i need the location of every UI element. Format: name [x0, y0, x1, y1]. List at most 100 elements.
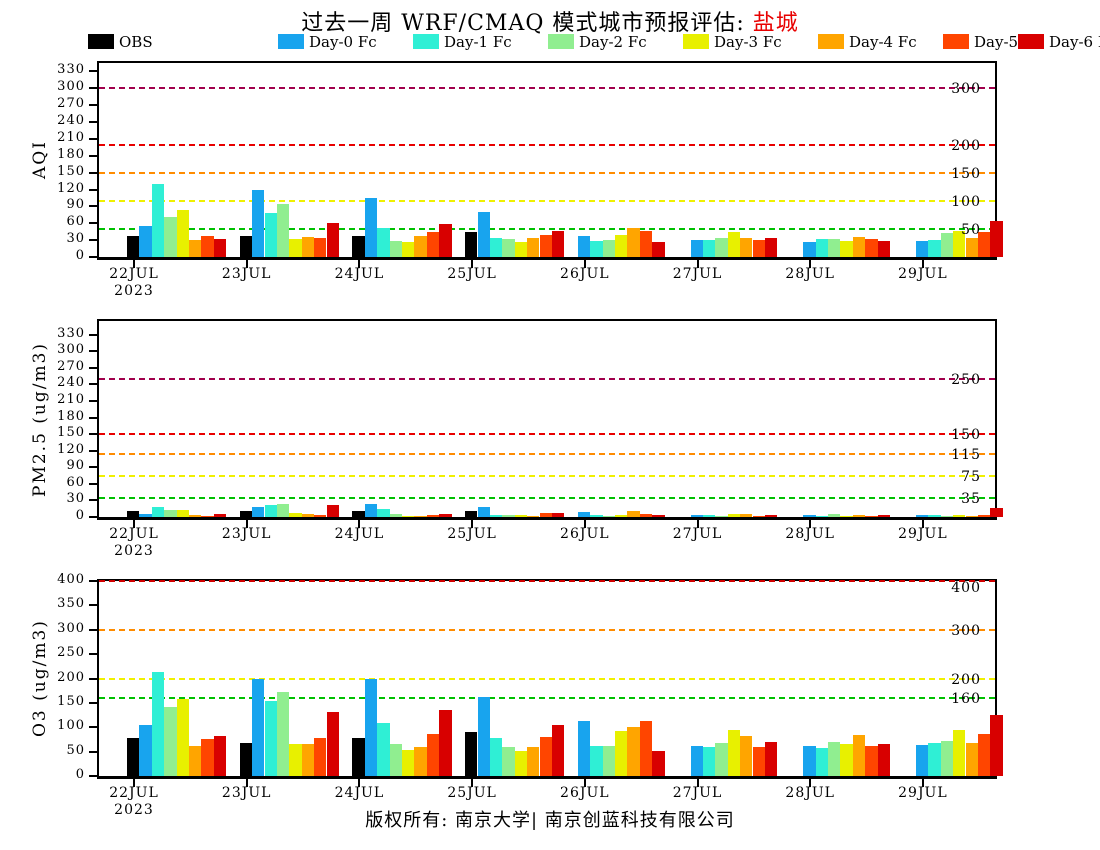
bar-pm25-day-2-fc	[828, 514, 841, 517]
bar-aqi-day-3-fc	[953, 231, 966, 257]
y-tick	[89, 383, 97, 386]
bar-o3-day-4-fc	[414, 746, 427, 776]
bar-o3-day-0-fc	[803, 745, 816, 776]
guide-label-100: 100	[951, 193, 981, 210]
y-tick	[89, 516, 97, 518]
bar-aqi-day-5-fc	[865, 239, 878, 257]
bar-o3-obs	[127, 738, 140, 776]
title-city-name: 盐城	[752, 11, 799, 36]
bar-aqi-day-0-fc	[803, 241, 816, 257]
y-tick	[89, 677, 97, 680]
x-tick	[809, 779, 812, 787]
bar-aqi-day-4-fc	[527, 237, 540, 257]
bar-aqi-day-1-fc	[489, 237, 503, 257]
bar-pm25-day-4-fc	[527, 515, 540, 517]
x-tick	[471, 520, 474, 528]
bar-pm25-day-0-fc	[477, 507, 490, 517]
guide-line-35	[99, 496, 995, 499]
x-tick	[921, 779, 924, 787]
guide-label-160: 160	[951, 691, 981, 707]
y-tick-label: 250	[57, 645, 85, 661]
bar-o3-day-6-fc	[551, 724, 565, 776]
guide-line-100	[99, 199, 995, 202]
bar-pm25-day-2-fc	[389, 513, 402, 517]
bar-o3-day-6-fc	[764, 742, 778, 776]
bar-aqi-day-4-fc	[965, 238, 978, 257]
legend: OBS Day-0 Fc Day-1 Fc Day-2 Fc Day-3 Fc Day-4…	[0, 33, 1100, 55]
bar-o3-day-0-fc	[252, 678, 265, 776]
x-tick-label: 27JUL	[672, 526, 723, 542]
bar-aqi-day-2-fc	[389, 240, 402, 257]
y-tick	[89, 171, 97, 174]
y-tick	[89, 333, 97, 336]
bar-aqi-day-0-fc	[139, 225, 152, 257]
bar-o3-day-4-fc	[189, 745, 202, 776]
bar-aqi-day-6-fc	[551, 230, 565, 257]
y-tick-label: 0	[75, 508, 85, 523]
bar-pm25-day-5-fc	[539, 512, 552, 517]
y-tick	[89, 499, 97, 502]
bar-o3-day-1-fc	[377, 722, 390, 776]
bar-aqi-day-0-fc	[915, 240, 929, 257]
y-tick-label: 240	[57, 375, 85, 391]
x-tick	[245, 520, 248, 528]
y-tick-label: 120	[57, 180, 85, 196]
legend-swatch	[683, 34, 709, 49]
bar-o3-day-3-fc	[840, 744, 853, 776]
y-tick	[89, 466, 97, 469]
guide-label-200: 200	[951, 671, 981, 688]
bar-aqi-day-5-fc	[752, 240, 765, 257]
bar-pm25-day-2-fc	[276, 503, 290, 517]
x-tick-label: 22JUL 2023	[109, 266, 159, 299]
bar-aqi-day-5-fc	[201, 235, 214, 257]
y-tick-label: 350	[57, 596, 85, 612]
bar-o3-day-1-fc	[702, 746, 716, 776]
y-tick-label: 90	[66, 458, 85, 474]
bar-pm25-day-1-fc	[489, 514, 503, 517]
bar-aqi-day-1-fc	[377, 228, 390, 257]
y-axis-title-pm25: PM2.5 (ug/m3)	[30, 341, 50, 497]
bar-pm25-day-5-fc	[977, 515, 991, 517]
y-tick-label: 60	[66, 214, 85, 230]
x-tick-label: 28JUL	[785, 526, 835, 542]
bar-pm25-day-4-fc	[189, 515, 202, 517]
legend-label: Day-6 Fc	[1049, 33, 1100, 51]
bar-o3-day-2-fc	[715, 743, 728, 776]
bar-aqi-day-6-fc	[652, 242, 665, 257]
bar-pm25-day-6-fc	[877, 515, 890, 517]
bar-pm25-day-0-fc	[252, 506, 265, 517]
y-tick	[89, 205, 97, 208]
bar-aqi-day-3-fc	[514, 242, 528, 257]
bar-pm25-day-1-fc	[702, 515, 716, 517]
bar-aqi-day-5-fc	[539, 234, 552, 257]
y-tick-label: 150	[57, 163, 85, 179]
y-tick	[89, 239, 97, 242]
bar-o3-day-1-fc	[815, 748, 828, 776]
bar-aqi-obs	[352, 235, 365, 257]
bar-o3-day-2-fc	[276, 692, 290, 776]
bar-pm25-day-6-fc	[652, 514, 665, 517]
bar-pm25-obs	[352, 511, 365, 517]
x-tick	[358, 779, 361, 787]
bar-o3-day-1-fc	[928, 743, 941, 776]
bar-o3-day-0-fc	[364, 678, 378, 776]
y-tick	[89, 256, 97, 258]
x-tick-label: 25JUL	[447, 785, 497, 801]
bar-pm25-day-0-fc	[139, 514, 152, 517]
bar-aqi-day-1-fc	[815, 239, 828, 257]
bar-pm25-day-0-fc	[690, 514, 703, 517]
bar-aqi-day-3-fc	[289, 239, 302, 257]
y-tick-label: 400	[57, 572, 85, 587]
y-tick	[89, 449, 97, 452]
legend-swatch	[278, 34, 304, 49]
bar-aqi-day-6-fc	[764, 238, 778, 257]
bar-aqi-day-2-fc	[828, 239, 841, 257]
y-tick-label: 0	[75, 767, 85, 782]
bar-o3-day-5-fc	[539, 736, 552, 776]
bar-pm25-day-2-fc	[164, 510, 177, 517]
bar-pm25-day-3-fc	[615, 515, 628, 517]
bar-aqi-day-2-fc	[940, 232, 954, 257]
guide-line-50	[99, 227, 995, 230]
legend-label: Day-2 Fc	[579, 33, 647, 51]
x-tick	[245, 779, 248, 787]
